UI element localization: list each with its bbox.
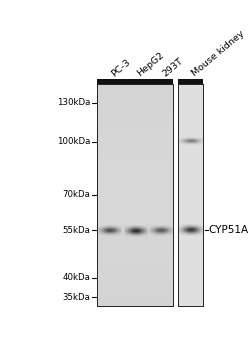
Text: 70kDa: 70kDa xyxy=(63,190,91,199)
Text: HepG2: HepG2 xyxy=(135,50,166,78)
Text: 55kDa: 55kDa xyxy=(63,226,91,235)
Text: 293T: 293T xyxy=(160,56,185,78)
Text: 130kDa: 130kDa xyxy=(57,98,91,107)
Text: 40kDa: 40kDa xyxy=(63,273,91,282)
Text: 100kDa: 100kDa xyxy=(57,137,91,146)
Text: CYP51A1: CYP51A1 xyxy=(208,225,248,236)
Text: PC-3: PC-3 xyxy=(110,57,132,78)
Text: Mouse kidney: Mouse kidney xyxy=(190,29,247,78)
Text: 35kDa: 35kDa xyxy=(63,293,91,302)
Bar xyxy=(97,79,173,84)
Bar xyxy=(178,79,203,84)
